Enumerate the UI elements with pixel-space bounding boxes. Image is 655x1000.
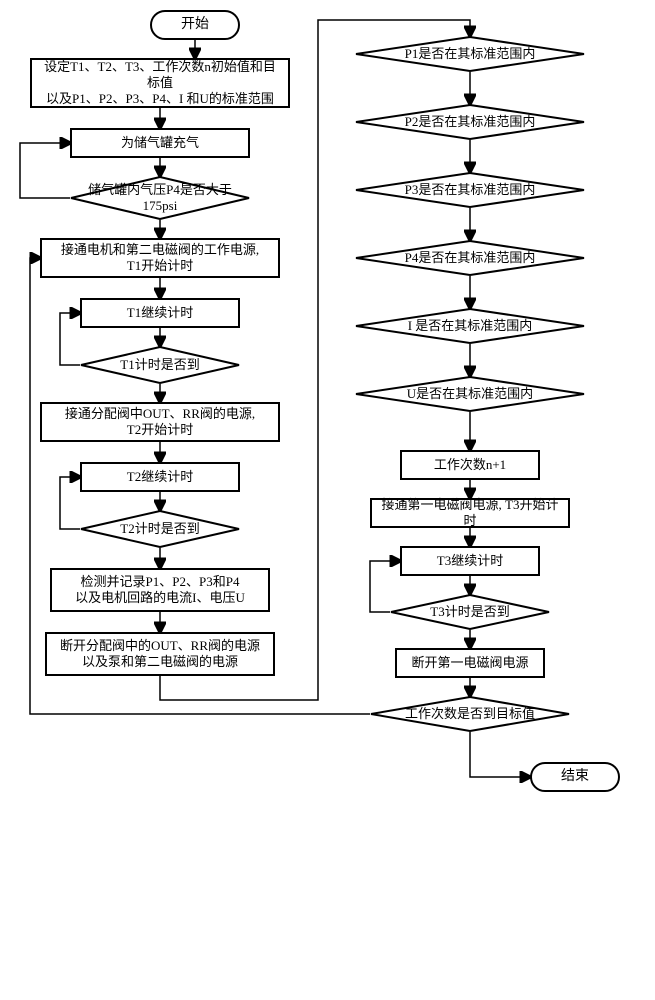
node-p3: 接通电机和第二电磁阀的工作电源,T1开始计时: [40, 238, 280, 278]
node-d5: P2是否在其标准范围内: [355, 104, 585, 140]
node-label: T2计时是否到: [96, 521, 224, 537]
node-d7: P4是否在其标准范围内: [355, 240, 585, 276]
node-label: P4是否在其标准范围内: [378, 250, 562, 266]
node-p9: 工作次数n+1: [400, 450, 540, 480]
node-d6: P3是否在其标准范围内: [355, 172, 585, 208]
node-label: 工作次数是否到目标值: [390, 706, 550, 722]
edge-d1-p2: [20, 143, 70, 198]
node-label: P3是否在其标准范围内: [378, 182, 562, 198]
node-p10: 接通第一电磁阀电源, T3开始计时: [370, 498, 570, 528]
node-label: 断开分配阀中的OUT、RR阀的电源以及泵和第二电磁阀的电源: [60, 638, 260, 671]
node-d4: P1是否在其标准范围内: [355, 36, 585, 72]
node-label: 接通第一电磁阀电源, T3开始计时: [378, 497, 562, 530]
edge-d2-p4: [60, 313, 80, 365]
node-d1: 储气罐内气压P4是否大于175psi: [70, 176, 250, 220]
node-label: T3计时是否到: [406, 604, 534, 620]
node-label: 接通电机和第二电磁阀的工作电源,T1开始计时: [61, 242, 259, 275]
edge-d3-p6: [60, 477, 80, 529]
node-label: T2继续计时: [127, 469, 193, 485]
node-label: 储气罐内气压P4是否大于175psi: [88, 182, 232, 215]
node-label: T1继续计时: [127, 305, 193, 321]
node-p1: 设定T1、T2、T3、工作次数n初始值和目标值以及P1、P2、P3、P4、I 和…: [30, 58, 290, 108]
node-label: 工作次数n+1: [434, 457, 506, 473]
node-p7: 检测并记录P1、P2、P3和P4以及电机回路的电流I、电压U: [50, 568, 270, 612]
node-d9: U是否在其标准范围内: [355, 376, 585, 412]
node-d2: T1计时是否到: [80, 346, 240, 384]
node-p5: 接通分配阀中OUT、RR阀的电源,T2开始计时: [40, 402, 280, 442]
node-label: 断开第一电磁阀电源: [411, 655, 528, 671]
node-label: U是否在其标准范围内: [378, 386, 562, 402]
node-d10: T3计时是否到: [390, 594, 550, 630]
node-label: P1是否在其标准范围内: [378, 46, 562, 62]
node-label: 接通分配阀中OUT、RR阀的电源,T2开始计时: [65, 406, 255, 439]
node-d3: T2计时是否到: [80, 510, 240, 548]
node-label: P2是否在其标准范围内: [378, 114, 562, 130]
node-label: 为储气罐充气: [121, 135, 199, 151]
node-p11: T3继续计时: [400, 546, 540, 576]
node-label: T1计时是否到: [96, 357, 224, 373]
node-p2: 为储气罐充气: [70, 128, 250, 158]
node-d11: 工作次数是否到目标值: [370, 696, 570, 732]
node-start: 开始: [150, 10, 240, 40]
node-label: T3继续计时: [437, 553, 503, 569]
node-p12: 断开第一电磁阀电源: [395, 648, 545, 678]
edge-d11-end: [470, 732, 530, 777]
node-p6: T2继续计时: [80, 462, 240, 492]
node-label: 设定T1、T2、T3、工作次数n初始值和目标值以及P1、P2、P3、P4、I 和…: [38, 59, 282, 108]
node-d8: I 是否在其标准范围内: [355, 308, 585, 344]
node-p4: T1继续计时: [80, 298, 240, 328]
node-end: 结束: [530, 762, 620, 792]
node-p8: 断开分配阀中的OUT、RR阀的电源以及泵和第二电磁阀的电源: [45, 632, 275, 676]
node-label: 开始: [181, 16, 209, 34]
node-label: 检测并记录P1、P2、P3和P4以及电机回路的电流I、电压U: [75, 574, 245, 607]
node-label: I 是否在其标准范围内: [378, 318, 562, 334]
node-label: 结束: [561, 768, 589, 786]
